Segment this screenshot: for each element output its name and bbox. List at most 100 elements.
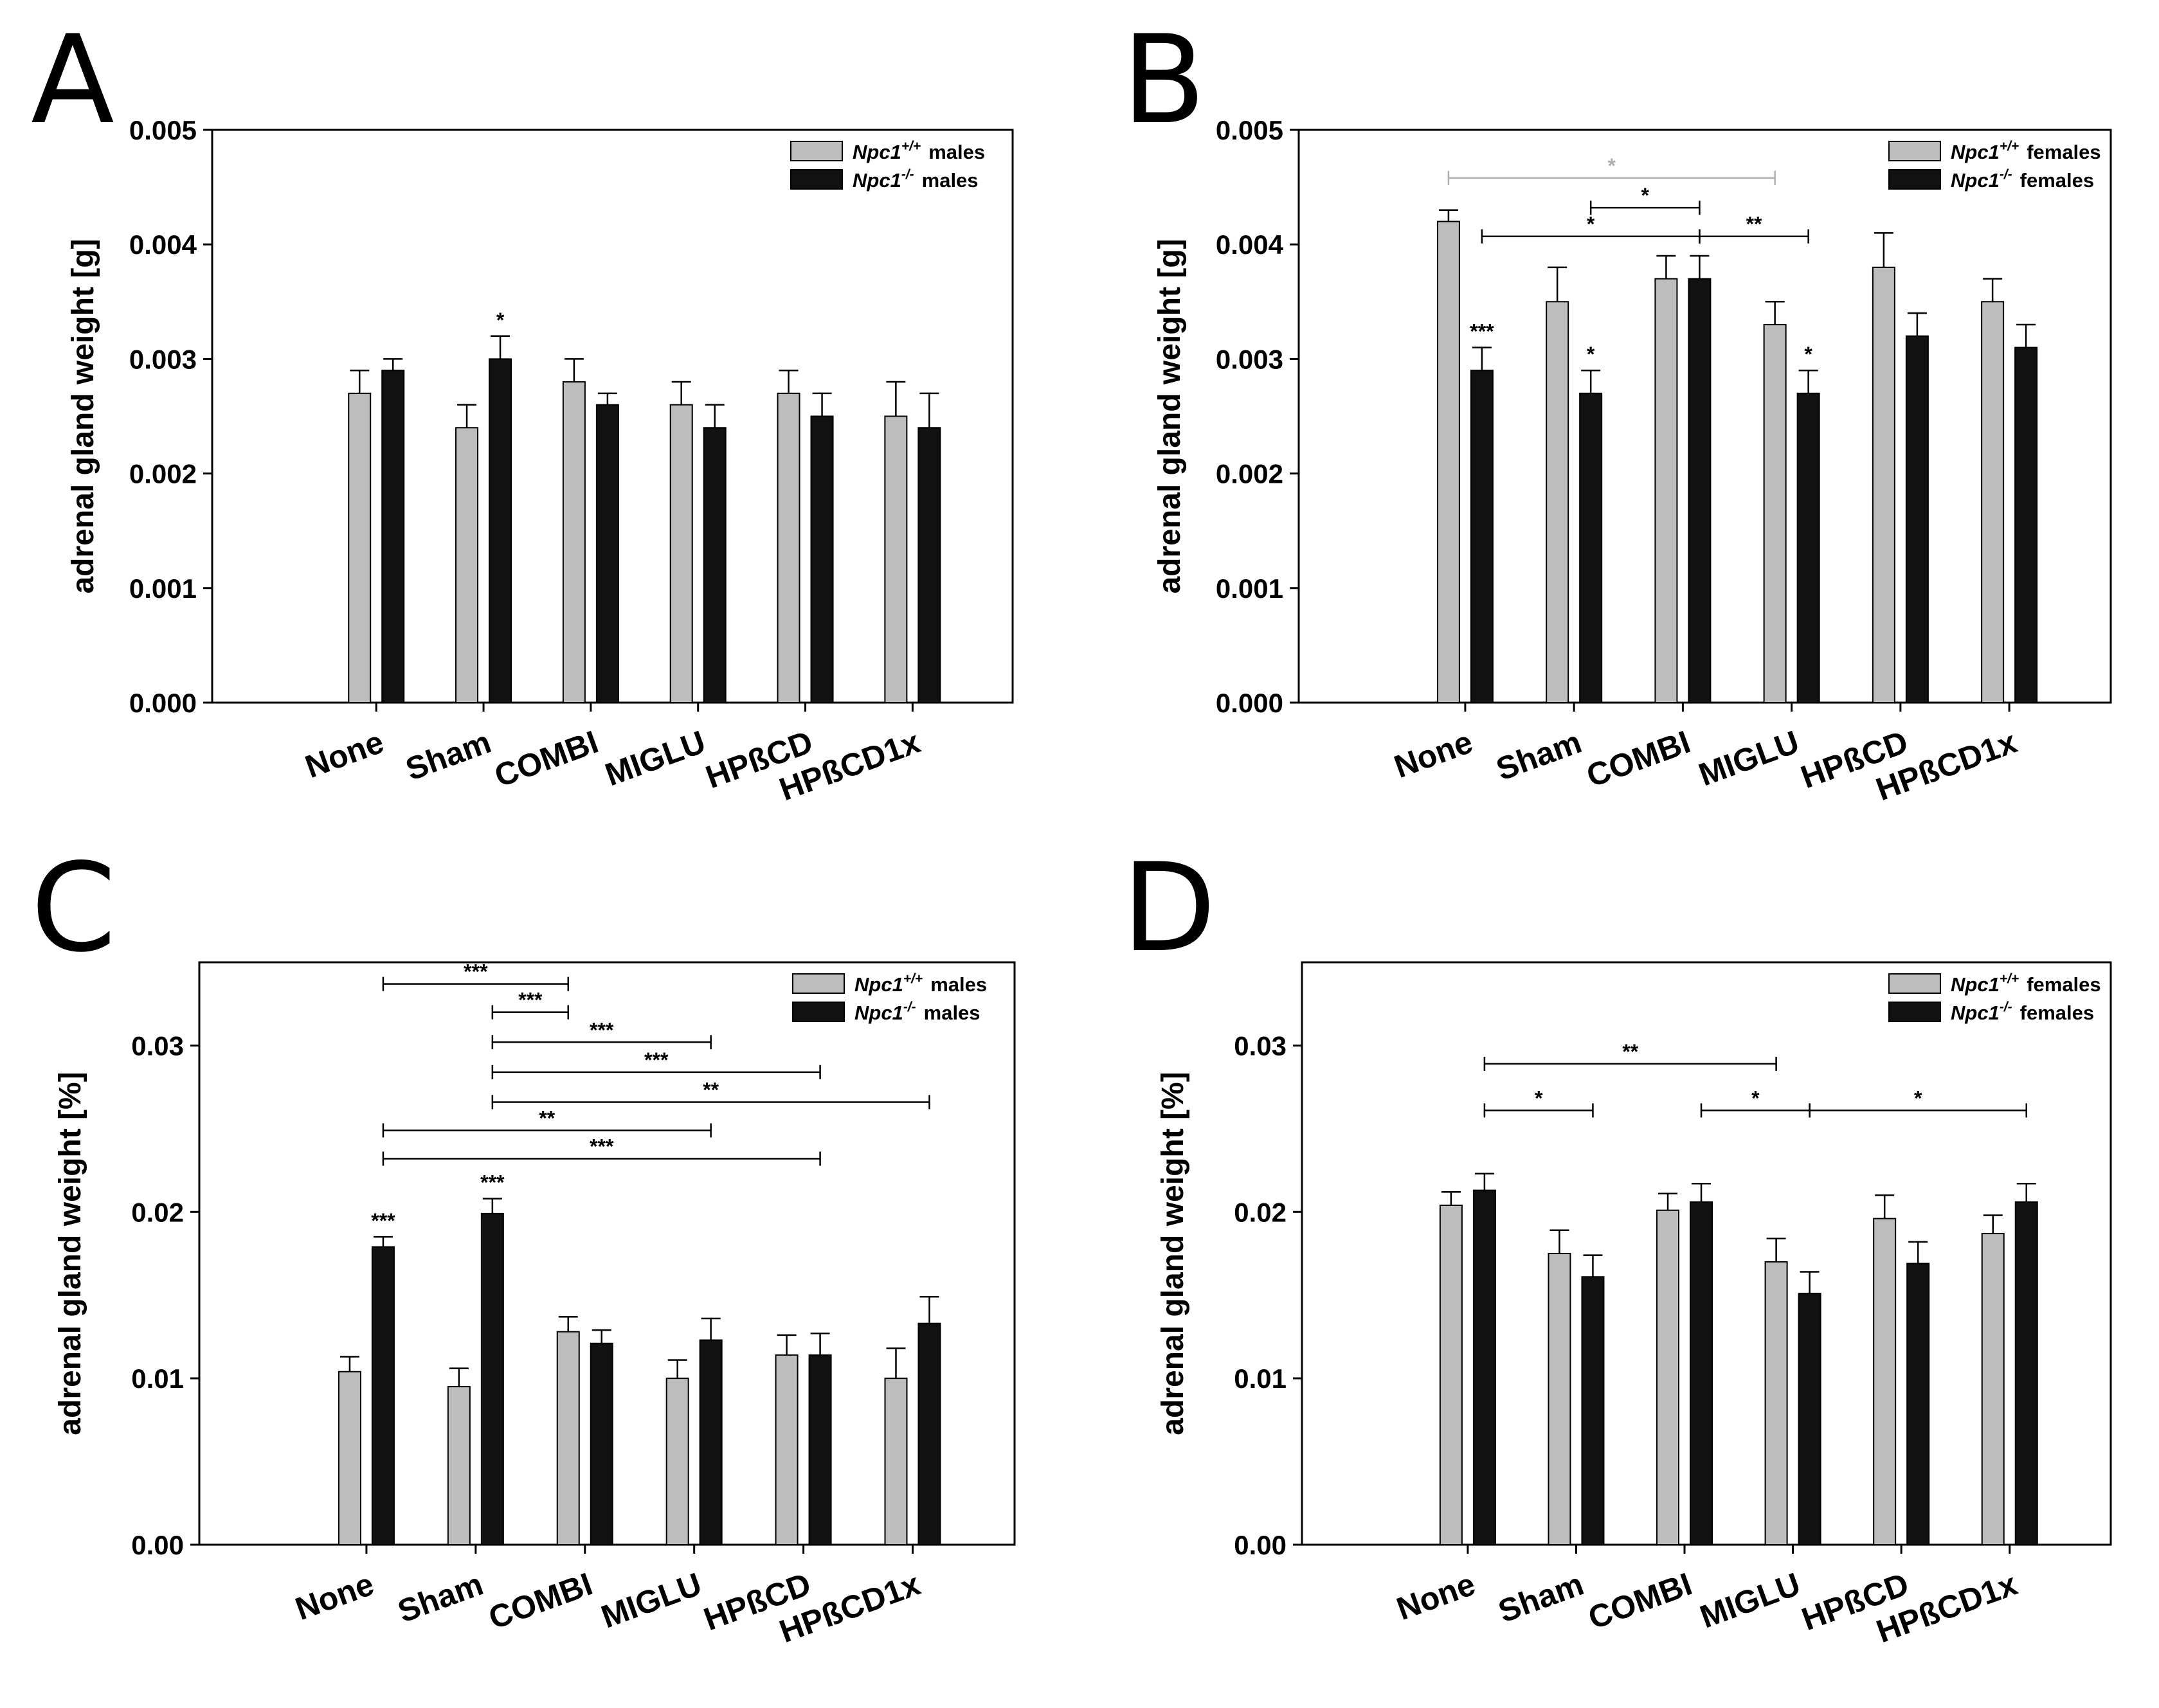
- category-label: COMBI: [490, 724, 603, 795]
- bar: [489, 358, 512, 703]
- chart-panel-c: C 0.00 0.01 0.02 0.03 adrenal gland weight [%…: [31, 837, 1016, 1650]
- bracket-significance-label: *: [1751, 1086, 1760, 1110]
- legend-entry: Npc1+/+ females: [1951, 139, 2101, 163]
- bar: [808, 1354, 832, 1545]
- legend-swatch: [1888, 1002, 1941, 1022]
- bar: [1798, 1293, 1821, 1546]
- bar: [2014, 1201, 2038, 1545]
- bar: [381, 370, 405, 703]
- y-tick-label: 0.000: [129, 688, 197, 718]
- legend-genotype: +/+: [901, 139, 921, 154]
- bar: [562, 381, 586, 703]
- legend-sex: females: [2020, 1002, 2094, 1024]
- legend-swatch: [790, 169, 843, 190]
- category-label: COMBI: [484, 1566, 597, 1637]
- bracket-significance-label: **: [539, 1106, 555, 1129]
- y-axis-label: adrenal gland weight [%]: [1156, 1072, 1190, 1435]
- bar-significance-label: ***: [1470, 320, 1494, 343]
- bar: [775, 1354, 799, 1545]
- y-tick-label: 0.00: [1234, 1530, 1287, 1560]
- bar: [1470, 370, 1494, 703]
- legend-gene: Npc1: [1951, 141, 2000, 163]
- bar: [338, 1371, 361, 1545]
- category-label: COMBI: [1584, 1566, 1697, 1637]
- bar: [1906, 1263, 1930, 1545]
- y-tick-label: 0.002: [129, 459, 197, 489]
- legend: Npc1 +/+ males Npc1-/- males: [792, 971, 987, 1024]
- bar: [1873, 1218, 1897, 1545]
- y-tick-label: 0.004: [129, 229, 197, 260]
- category-label: MIGLU: [1695, 1566, 1805, 1635]
- bar: [1656, 1209, 1680, 1545]
- legend-swatch: [792, 1002, 845, 1022]
- bar: [371, 1246, 395, 1546]
- legend-gene: Npc1: [853, 141, 901, 163]
- bar-significance-label: *: [496, 309, 505, 332]
- legend-swatch: [1888, 973, 1941, 994]
- panel-letter: A: [31, 9, 114, 151]
- bar: [669, 404, 693, 703]
- category-label: COMBI: [1582, 724, 1695, 795]
- y-tick-label: 0.001: [129, 573, 197, 604]
- panel-letter: B: [1122, 9, 1206, 151]
- category-label: Sham: [1492, 724, 1586, 787]
- bracket-significance-label: ***: [464, 960, 488, 984]
- y-tick-label: 0.03: [131, 1030, 184, 1061]
- bar: [777, 392, 800, 703]
- category-label: Sham: [401, 724, 496, 787]
- y-axis-label: adrenal gland weight [g]: [1153, 238, 1187, 593]
- bracket-significance-label: *: [1587, 213, 1595, 236]
- bar: [1796, 392, 1820, 703]
- legend-sex: females: [2020, 169, 2094, 192]
- legend-genotype: +/+: [903, 971, 923, 986]
- bracket-significance-label: ***: [644, 1048, 669, 1072]
- bar: [1764, 1261, 1788, 1545]
- bracket-significance-label: *: [1535, 1086, 1543, 1110]
- bar: [1981, 1232, 2005, 1545]
- bar: [590, 1342, 613, 1546]
- bar: [665, 1378, 689, 1545]
- category-label: Sham: [393, 1566, 488, 1630]
- bar: [884, 415, 908, 703]
- legend-entry: Npc1-/- males: [854, 1000, 980, 1024]
- bracket-significance-label: *: [1914, 1086, 1922, 1110]
- y-tick-label: 0.00: [131, 1530, 184, 1560]
- bracket-significance-label: **: [1622, 1040, 1638, 1063]
- legend-genotype: -/-: [901, 167, 914, 182]
- chart-panel-b: B 0.000 0.001 0.002 0.003 0.004 0.005 adrenal g…: [1122, 9, 2112, 807]
- legend-entry: Npc1-/- females: [1951, 1000, 2094, 1024]
- legend-sex: males: [930, 973, 987, 996]
- y-tick-label: 0.002: [1216, 459, 1283, 489]
- bar-significance-label: ***: [480, 1171, 505, 1194]
- bar: [917, 427, 941, 703]
- legend-entry: Npc1-/- males: [853, 167, 979, 192]
- legend-gene: Npc1: [1951, 1002, 2000, 1024]
- bar: [1581, 1276, 1605, 1545]
- legend-genotype: -/-: [2000, 1000, 2012, 1014]
- legend-swatch: [790, 141, 843, 161]
- y-tick-label: 0.01: [131, 1363, 184, 1394]
- bar: [480, 1212, 504, 1545]
- legend-entry: Npc1+/+ females: [1951, 971, 2101, 996]
- legend-gene: Npc1: [1951, 973, 2000, 996]
- y-tick-label: 0.003: [1216, 344, 1283, 374]
- legend-gene: Npc1: [854, 1002, 903, 1024]
- y-tick-label: 0.02: [131, 1197, 184, 1227]
- category-label: None: [1389, 724, 1477, 785]
- y-tick-label: 0.003: [129, 344, 197, 374]
- panel-letter: D: [1122, 837, 1216, 979]
- bar: [2014, 346, 2038, 703]
- bar-significance-label: ***: [371, 1209, 395, 1232]
- bar: [348, 392, 372, 703]
- bracket-significance-label: ***: [518, 989, 543, 1012]
- legend-sex: females: [2027, 141, 2100, 163]
- category-label: None: [300, 724, 388, 785]
- legend-genotype: +/+: [2000, 971, 2019, 986]
- bar: [455, 427, 479, 703]
- category-label: Sham: [1494, 1566, 1588, 1630]
- y-tick-label: 0.004: [1216, 229, 1284, 260]
- bar: [1690, 1201, 1713, 1545]
